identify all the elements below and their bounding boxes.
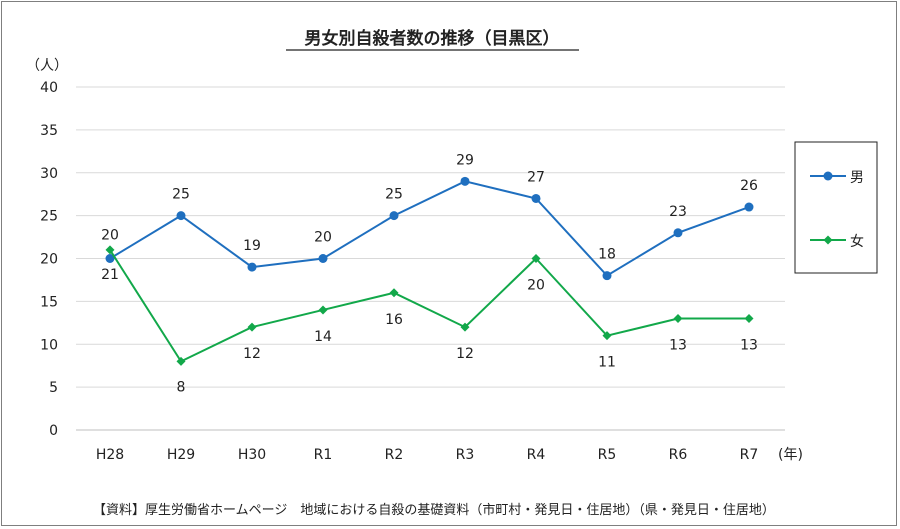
x-tick-label: R3 bbox=[456, 447, 475, 463]
source-note: 【資料】厚生労働省ホームページ 地域における自殺の基礎資料（市町村・発見日・住居… bbox=[93, 502, 775, 518]
female-data-label: 14 bbox=[314, 329, 332, 345]
x-tick-label: R5 bbox=[598, 447, 617, 463]
x-tick-label: R2 bbox=[385, 447, 404, 463]
female-data-point bbox=[460, 322, 470, 332]
female-data-label: 13 bbox=[740, 338, 758, 354]
y-tick-label: 0 bbox=[49, 423, 58, 439]
female-data-label: 13 bbox=[669, 338, 687, 354]
y-tick-labels: 0 5 10 15 20 25 30 35 40 bbox=[40, 80, 58, 439]
female-data-point bbox=[531, 254, 541, 263]
male-data-point bbox=[673, 228, 683, 238]
male-data-label: 27 bbox=[527, 169, 545, 185]
x-tick-labels: H28 H29 H30 R1 R2 R3 R4 R5 R6 R7 bbox=[96, 447, 758, 463]
female-data-point bbox=[318, 305, 328, 315]
male-data-point bbox=[105, 254, 115, 263]
x-axis-unit-label: (年) bbox=[778, 447, 803, 463]
male-data-point bbox=[744, 202, 754, 212]
female-data-label: 12 bbox=[243, 346, 261, 362]
female-data-label: 16 bbox=[385, 312, 403, 328]
series-line-male bbox=[109, 180, 750, 277]
female-data-label: 8 bbox=[177, 379, 186, 395]
y-tick-label: 20 bbox=[40, 252, 58, 268]
female-data-point bbox=[105, 245, 115, 255]
x-tick-label: R4 bbox=[527, 447, 546, 463]
male-data-point bbox=[176, 211, 186, 221]
y-tick-label: 15 bbox=[40, 294, 58, 310]
x-tick-label: H29 bbox=[167, 447, 195, 463]
male-data-point bbox=[602, 271, 612, 281]
y-tick-label: 35 bbox=[40, 123, 58, 139]
male-data-label: 26 bbox=[740, 178, 758, 194]
female-data-point bbox=[744, 314, 754, 324]
male-data-label: 29 bbox=[456, 152, 474, 168]
male-data-label: 25 bbox=[385, 187, 403, 203]
legend-label: 女 bbox=[850, 233, 864, 250]
female-data-label: 21 bbox=[101, 267, 119, 283]
x-tick-label: H30 bbox=[238, 447, 266, 463]
male-data-label: 23 bbox=[669, 204, 687, 220]
male-data-point bbox=[247, 262, 257, 272]
data-labels: 20 25 19 20 25 29 27 18 23 26 21 8 12 14 16 12 20 11 13 13 bbox=[101, 152, 758, 395]
female-data-point bbox=[176, 356, 186, 366]
x-tick-label: R1 bbox=[314, 447, 333, 463]
male-data-label: 19 bbox=[243, 238, 261, 254]
male-data-label: 18 bbox=[598, 247, 616, 263]
legend: 男女 bbox=[810, 170, 864, 250]
x-tick-label: R6 bbox=[669, 447, 688, 463]
male-data-label: 20 bbox=[314, 230, 332, 246]
legend-label: 男 bbox=[850, 170, 864, 186]
female-data-label: 11 bbox=[598, 355, 616, 371]
chart-title: 男女別自殺者数の推移（目黒区） bbox=[305, 28, 560, 49]
y-tick-label: 5 bbox=[49, 380, 58, 396]
male-data-point bbox=[531, 193, 541, 203]
y-axis-label: （人） bbox=[26, 58, 68, 74]
legend-marker-diamond bbox=[823, 235, 833, 245]
y-tick-label: 40 bbox=[40, 80, 58, 96]
female-data-point bbox=[247, 322, 257, 332]
male-data-point bbox=[460, 176, 470, 186]
x-tick-label: H28 bbox=[96, 447, 124, 463]
female-data-point bbox=[673, 314, 683, 324]
female-data-point bbox=[389, 288, 399, 298]
male-data-label: 25 bbox=[172, 187, 190, 203]
series-layer bbox=[105, 176, 754, 366]
male-data-label: 20 bbox=[101, 228, 119, 244]
female-data-label: 20 bbox=[527, 278, 545, 294]
female-data-point bbox=[602, 331, 612, 341]
legend-box bbox=[794, 141, 878, 274]
y-tick-label: 25 bbox=[40, 209, 58, 225]
male-data-point bbox=[318, 254, 328, 263]
female-data-label: 12 bbox=[456, 346, 474, 362]
y-tick-label: 10 bbox=[40, 337, 58, 353]
grid-lines bbox=[76, 86, 785, 431]
male-data-point bbox=[389, 211, 399, 221]
y-tick-label: 30 bbox=[40, 166, 58, 182]
series-line-female bbox=[109, 249, 749, 363]
x-tick-label: R7 bbox=[740, 447, 759, 463]
legend-marker-circle bbox=[823, 171, 833, 181]
